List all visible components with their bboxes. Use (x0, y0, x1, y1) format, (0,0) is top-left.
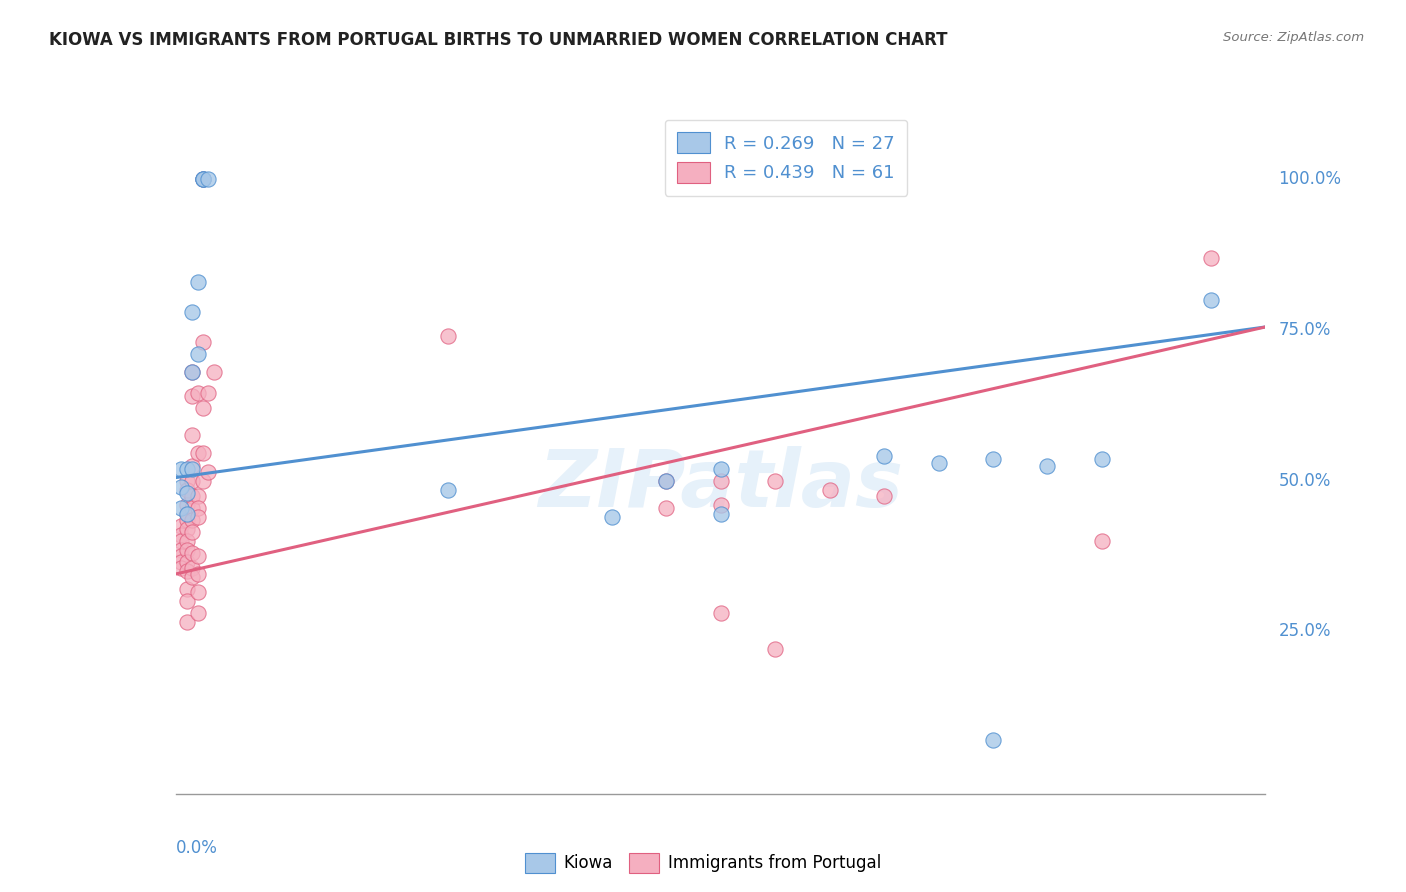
Point (186, 500, 209, 515)
Point (176, 533, 198, 548)
Point (1091, 452, 1114, 467)
Point (186, 347, 209, 361)
Point (176, 615, 198, 630)
Text: 75.0%: 75.0% (1278, 321, 1331, 339)
Point (181, 428, 204, 442)
Point (170, 480, 193, 494)
Point (191, 401, 214, 416)
Point (176, 594, 198, 608)
Point (181, 458, 204, 473)
Text: ZIPatlas: ZIPatlas (538, 446, 903, 524)
Point (176, 564, 198, 578)
Point (176, 513, 198, 527)
Point (176, 507, 198, 521)
Point (197, 386, 219, 401)
Point (176, 461, 198, 475)
Point (655, 500, 678, 515)
Point (191, 446, 214, 460)
Point (186, 489, 209, 503)
Point (170, 561, 193, 575)
Point (186, 549, 209, 563)
Point (181, 474, 204, 488)
Point (191, 172, 214, 186)
Point (181, 546, 204, 560)
Point (710, 498, 733, 512)
Point (191, 172, 214, 186)
Point (655, 474, 678, 488)
Point (170, 461, 193, 475)
Point (186, 386, 209, 401)
Point (763, 642, 786, 657)
Point (763, 474, 786, 488)
Point (181, 305, 204, 319)
Point (873, 489, 896, 503)
Point (437, 483, 460, 497)
Text: 0.0%: 0.0% (176, 838, 218, 856)
Point (176, 483, 198, 497)
Point (191, 334, 214, 349)
Point (873, 450, 896, 464)
Point (181, 500, 204, 515)
Point (928, 456, 950, 470)
Point (191, 172, 214, 186)
Point (181, 570, 204, 584)
Point (186, 275, 209, 289)
Text: KIOWA VS IMMIGRANTS FROM PORTUGAL BIRTHS TO UNMARRIED WOMEN CORRELATION CHART: KIOWA VS IMMIGRANTS FROM PORTUGAL BIRTHS… (49, 31, 948, 49)
Point (170, 555, 193, 569)
Point (710, 507, 733, 521)
Point (1036, 458, 1059, 473)
Legend: Kiowa, Immigrants from Portugal: Kiowa, Immigrants from Portugal (519, 847, 887, 880)
Point (186, 566, 209, 581)
Point (981, 732, 1004, 747)
Point (176, 542, 198, 557)
Point (181, 461, 204, 475)
Point (655, 474, 678, 488)
Point (176, 582, 198, 596)
Point (202, 365, 225, 379)
Point (710, 474, 733, 488)
Point (197, 172, 219, 186)
Point (176, 485, 198, 500)
Point (186, 446, 209, 460)
Point (181, 513, 204, 527)
Point (176, 498, 198, 512)
Point (181, 561, 204, 575)
Point (181, 524, 204, 539)
Point (170, 542, 193, 557)
Text: 100.0%: 100.0% (1278, 170, 1341, 188)
Point (710, 606, 733, 620)
Point (170, 518, 193, 533)
Legend: R = 0.269   N = 27, R = 0.439   N = 61: R = 0.269 N = 27, R = 0.439 N = 61 (665, 120, 907, 195)
Point (186, 606, 209, 620)
Point (1199, 251, 1222, 265)
Point (818, 483, 841, 497)
Point (1199, 293, 1222, 307)
Point (191, 172, 214, 186)
Point (176, 507, 198, 521)
Point (710, 461, 733, 475)
Point (191, 474, 214, 488)
Point (437, 329, 460, 343)
Point (181, 365, 204, 379)
Point (600, 509, 623, 524)
Point (186, 585, 209, 599)
Point (181, 389, 204, 403)
Point (170, 549, 193, 563)
Point (197, 465, 219, 479)
Point (186, 509, 209, 524)
Text: 50.0%: 50.0% (1278, 472, 1331, 490)
Point (181, 489, 204, 503)
Point (176, 474, 198, 488)
Text: 25.0%: 25.0% (1278, 623, 1331, 640)
Point (170, 500, 193, 515)
Text: Source: ZipAtlas.com: Source: ZipAtlas.com (1223, 31, 1364, 45)
Point (981, 452, 1004, 467)
Point (1091, 533, 1114, 548)
Point (176, 555, 198, 569)
Point (176, 522, 198, 536)
Point (170, 533, 193, 548)
Point (170, 528, 193, 542)
Point (181, 365, 204, 379)
